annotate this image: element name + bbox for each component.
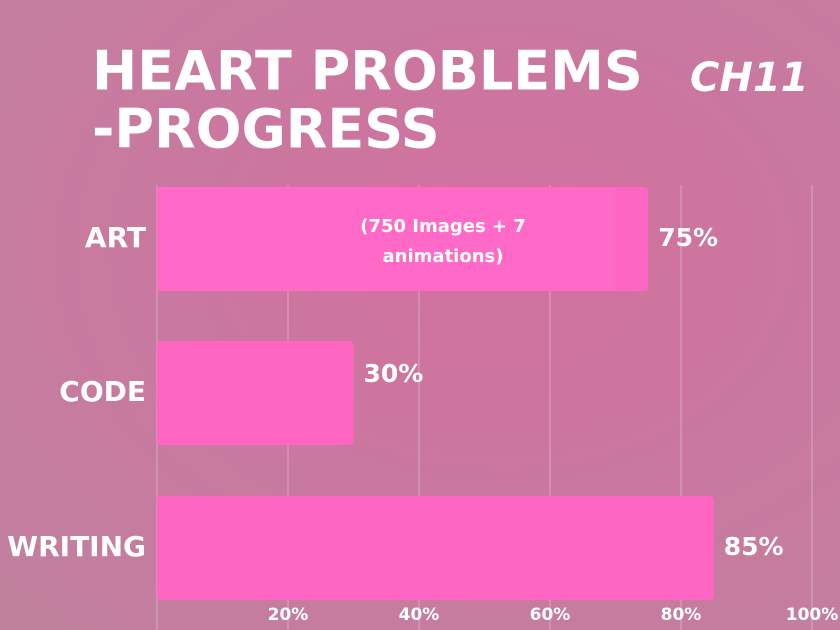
x-tick-label: 60% [530, 605, 571, 625]
chart-title: HEART PROBLEMS [92, 40, 643, 103]
x-tick-label: 40% [399, 605, 440, 625]
annotation: (750 Images + 7 [360, 216, 526, 237]
y-tick-label: CODE [59, 375, 146, 408]
x-tick-label: 20% [268, 605, 309, 625]
annotation: animations) [383, 246, 504, 267]
x-tick-label: 80% [661, 605, 702, 625]
value-label: 75% [658, 223, 718, 252]
value-label: 85% [724, 532, 784, 561]
value-label: 30% [364, 359, 424, 388]
y-tick-label: WRITING [7, 530, 146, 563]
chapter-label: CH11 [690, 55, 809, 101]
chart-title: -PROGRESS [92, 98, 440, 161]
x-tick-label: 100% [786, 605, 839, 625]
annotation-box [157, 187, 616, 291]
bar [157, 496, 714, 600]
bar [157, 341, 354, 445]
y-tick-label: ART [85, 221, 146, 254]
